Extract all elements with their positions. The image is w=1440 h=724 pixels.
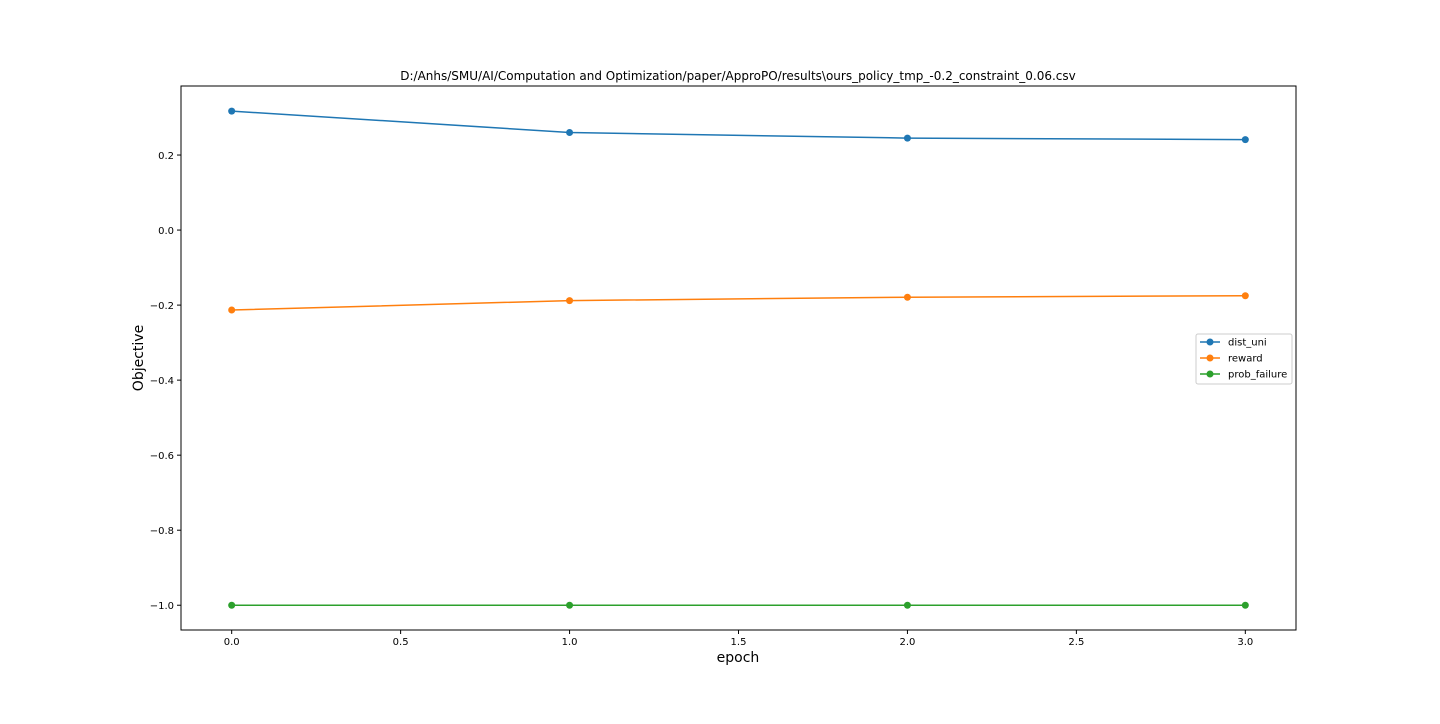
legend-marker-reward	[1206, 354, 1214, 362]
legend-box	[1195, 333, 1293, 385]
data-point-reward	[228, 306, 236, 314]
y-tick-label: −0.8	[150, 526, 174, 537]
data-point-prob-failure	[1241, 601, 1249, 609]
data-point-reward	[566, 297, 574, 305]
data-point-dist-uni	[566, 129, 574, 137]
x-tick-label: 1.5	[731, 637, 747, 648]
series-line-reward	[231, 294, 1246, 311]
chart-title: D:/Anhs/SMU/AI/Computation and Optimizat…	[400, 69, 1076, 83]
legend-marker-prob-failure	[1206, 370, 1214, 378]
x-tick-label: 0.5	[393, 637, 409, 648]
legend-marker-dist-uni	[1206, 338, 1214, 346]
legend-label-dist-uni: dist_uni	[1228, 338, 1267, 349]
series-line-dist-uni	[231, 110, 1246, 141]
data-point-reward	[903, 293, 911, 301]
data-point-prob-failure	[566, 601, 574, 609]
y-tick-label: 0.0	[158, 226, 174, 237]
y-tick-label: −0.4	[150, 376, 174, 387]
data-point-prob-failure	[903, 601, 911, 609]
y-tick-label: −0.2	[150, 301, 174, 312]
x-axis-label: epoch	[717, 650, 760, 666]
x-tick-label: 2.5	[1068, 637, 1084, 648]
x-tick-label: 2.0	[899, 637, 915, 648]
y-axis-label: Objective	[131, 325, 147, 391]
x-tick-label: 0.0	[224, 637, 240, 648]
legend-label-prob-failure: prob_failure	[1228, 370, 1287, 381]
plot-area: 0.0 0.5 1.0 1.5 2.0 2.5 3.0 0.2 0.0 −0.2 −0.4 −0.6 −…	[150, 85, 1297, 648]
x-tick-label: 1.0	[562, 637, 578, 648]
x-tick-label: 3.0	[1237, 637, 1253, 648]
data-point-dist-uni	[903, 134, 911, 142]
data-point-reward	[1241, 292, 1249, 300]
data-point-dist-uni	[1241, 136, 1249, 144]
y-tick-label: −1.0	[150, 601, 174, 612]
axes-frame	[180, 85, 1297, 631]
legend-label-reward: reward	[1228, 354, 1263, 365]
data-point-prob-failure	[228, 601, 236, 609]
y-tick-label: −0.6	[150, 451, 174, 462]
data-point-dist-uni	[228, 107, 236, 115]
y-tick-label: 0.2	[158, 151, 174, 162]
